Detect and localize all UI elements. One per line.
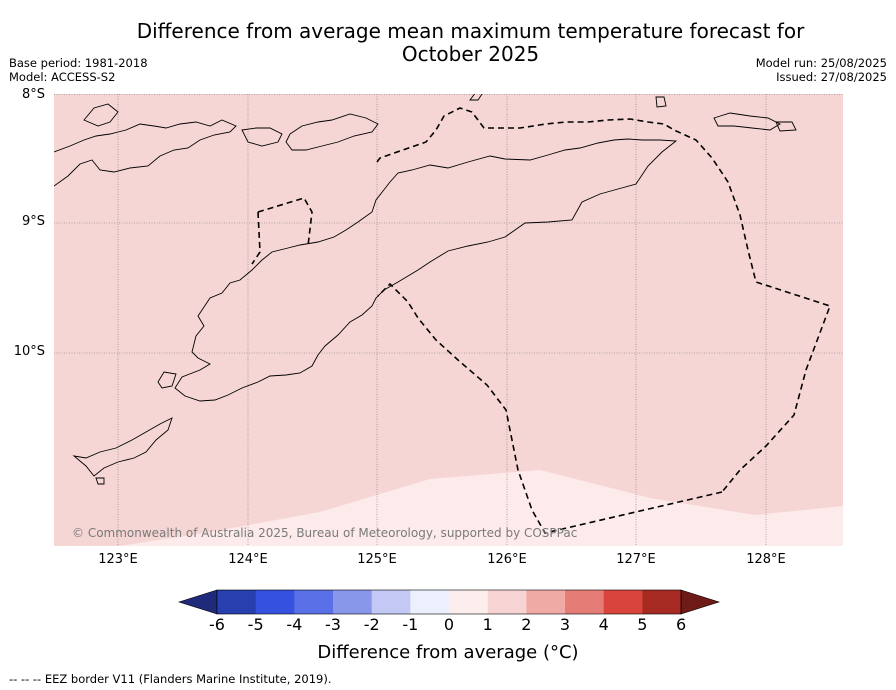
lon-label-127e: 127°E xyxy=(616,552,656,567)
oecusse-boundary xyxy=(257,197,313,247)
colorbar-segment xyxy=(449,590,489,614)
copyright-notice: © Commonwealth of Australia 2025, Bureau… xyxy=(72,526,578,540)
colorbar-tick-label: -4 xyxy=(286,615,303,634)
lon-label-125e: 125°E xyxy=(357,552,397,567)
colorbar-tick-label: -6 xyxy=(209,615,225,634)
issued-date: Issued: 27/08/2025 xyxy=(776,70,887,84)
anomaly-fill-south xyxy=(120,470,843,546)
ndao-coastline xyxy=(95,477,105,485)
colorbar-tick-label: 3 xyxy=(559,615,571,634)
colorbar-segment xyxy=(410,590,450,614)
liran-coastline xyxy=(655,96,667,108)
colorbar-tick-label: -1 xyxy=(402,615,419,634)
colorbar-extend-high xyxy=(680,589,721,615)
meta-left: Base period: 1981-2018 Model: ACCESS-S2 xyxy=(9,56,148,84)
eez-border xyxy=(251,107,832,534)
colorbar-tick-label: 5 xyxy=(637,615,648,634)
colorbar-tick-label: -2 xyxy=(363,615,380,634)
pantar-island-coastline xyxy=(241,127,283,147)
lat-label-8s: 8°S xyxy=(21,87,45,102)
colorbar-tick-label: 1 xyxy=(482,615,493,634)
colorbar-segment xyxy=(217,590,257,614)
colorbar-frame xyxy=(216,589,682,615)
atauro-coastline xyxy=(469,94,483,101)
chart-title: Difference from average mean maximum tem… xyxy=(136,19,805,66)
colorbar-tick-label: -3 xyxy=(325,615,341,634)
oecusse-boundary-west xyxy=(251,211,261,265)
colorbar-tick-label: -5 xyxy=(247,615,264,634)
colorbar-segment xyxy=(487,590,527,614)
model-run: Model run: 25/08/2025 xyxy=(755,56,887,70)
colorbar-extend-low xyxy=(178,589,218,615)
colorbar-tick-label: 0 xyxy=(443,615,455,634)
colorbar-tick-label: 6 xyxy=(675,615,687,634)
coastlines xyxy=(54,94,797,485)
eez-boundary-south xyxy=(377,282,723,534)
small-island-coastline xyxy=(775,121,797,132)
lon-label-124e: 124°E xyxy=(228,552,268,567)
colorbar-segment xyxy=(526,590,566,614)
eez-legend-note: -- -- -- EEZ border V11 (Flanders Marine… xyxy=(9,672,332,686)
colorbar-segment xyxy=(371,590,411,614)
eez-boundary-north xyxy=(376,107,832,493)
lon-label-128e: 128°E xyxy=(746,552,786,567)
colorbar-label: Difference from average (°C) xyxy=(317,642,579,663)
colorbar-segment xyxy=(333,590,373,614)
rote-coastline xyxy=(72,417,173,477)
colorbar xyxy=(178,589,721,615)
lat-label-9s: 9°S xyxy=(21,214,45,229)
map-area xyxy=(54,94,843,546)
graticule xyxy=(54,94,843,546)
colorbar-tick-label: 4 xyxy=(598,615,609,634)
lon-label-126e: 126°E xyxy=(487,552,527,567)
lat-label-10s: 10°S xyxy=(13,344,45,359)
semau-coastline xyxy=(157,371,177,389)
wetar-coastline xyxy=(713,112,781,131)
alor-island-coastline xyxy=(285,113,379,151)
base-period: Base period: 1981-2018 xyxy=(9,56,148,70)
lon-label-123e: 123°E xyxy=(98,552,138,567)
colorbar-segment xyxy=(565,590,605,614)
lembata-coastline xyxy=(83,103,119,127)
model-name: Model: ACCESS-S2 xyxy=(9,70,116,84)
colorbar-segment xyxy=(294,590,334,614)
colorbar-segment xyxy=(255,590,295,614)
timor-island-coastline xyxy=(174,138,678,402)
colorbar-segment xyxy=(603,590,643,614)
colorbar-segment xyxy=(642,590,682,614)
colorbar-tick-label: 2 xyxy=(521,615,532,634)
anomaly-fill-main xyxy=(54,94,843,546)
meta-right: Model run: 25/08/2025 Issued: 27/08/2025 xyxy=(756,56,887,84)
flores-coastline xyxy=(54,119,237,187)
